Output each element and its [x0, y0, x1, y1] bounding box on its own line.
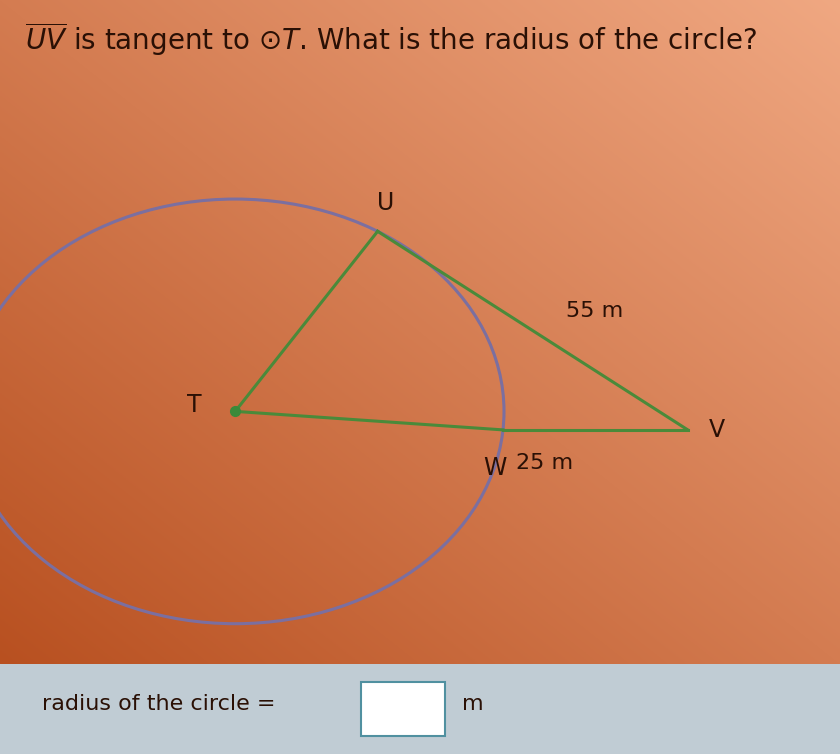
Text: T: T	[187, 393, 202, 417]
Text: W: W	[483, 456, 507, 480]
Text: 25 m: 25 m	[517, 453, 574, 473]
Text: U: U	[377, 191, 395, 215]
Text: 55 m: 55 m	[566, 301, 623, 320]
Text: radius of the circle =: radius of the circle =	[42, 694, 276, 714]
FancyBboxPatch shape	[361, 682, 445, 736]
Text: m: m	[462, 694, 484, 714]
Text: V: V	[709, 418, 725, 442]
Text: $\overline{UV}$ is tangent to $\odot$$T$. What is the radius of the circle?: $\overline{UV}$ is tangent to $\odot$$T$…	[25, 20, 757, 58]
